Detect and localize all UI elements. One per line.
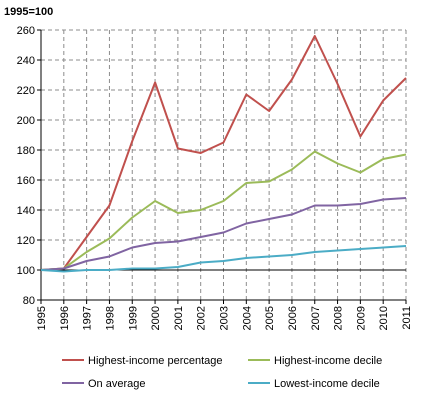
series-lines: [40, 35, 407, 273]
series-line: [40, 150, 407, 271]
series-line: [40, 197, 407, 271]
series-line: [40, 245, 407, 273]
x-tick-label: 1996: [59, 306, 71, 330]
x-tick-label: 1995: [36, 306, 48, 330]
y-tick-label: 140: [17, 205, 35, 217]
x-tick-label: 2002: [196, 306, 208, 330]
x-tick-label: 1998: [104, 306, 116, 330]
legend: Highest-income percentage Highest-income …: [62, 355, 382, 390]
legend-label: Lowest-income decile: [274, 378, 380, 390]
y-tick-label: 200: [17, 115, 35, 127]
y-tick-label: 120: [17, 235, 35, 247]
y-tick-label: 220: [17, 85, 35, 97]
legend-label: Highest-income decile: [274, 355, 382, 367]
x-tick-label: 2009: [355, 306, 367, 330]
x-axis-ticks: 1995 1996 1997 1998 1999 2000 2001 2002 2003 2004…: [36, 300, 413, 330]
x-tick-label: 2001: [173, 306, 185, 330]
x-tick-label: 2004: [241, 306, 253, 330]
x-tick-label: 2011: [401, 306, 413, 330]
x-tick-label: 2005: [264, 306, 276, 330]
y-axis-ticks: 80 100 120 140 160 180 200 220 240 260: [17, 25, 41, 307]
x-tick-label: 2008: [333, 306, 345, 330]
y-tick-label: 180: [17, 145, 35, 157]
y-tick-label: 80: [23, 295, 35, 307]
series-line: [40, 35, 407, 271]
y-tick-label: 240: [17, 55, 35, 67]
legend-label: Highest-income percentage: [88, 355, 223, 367]
x-tick-label: 2006: [287, 306, 299, 330]
x-tick-label: 2010: [378, 306, 390, 330]
grid: [41, 29, 407, 300]
x-tick-label: 2007: [310, 306, 322, 330]
x-tick-label: 1997: [82, 306, 94, 330]
x-tick-label: 2000: [150, 306, 162, 330]
x-tick-label: 2003: [219, 306, 231, 330]
unit-label: 1995=100: [4, 6, 53, 18]
y-tick-label: 160: [17, 175, 35, 187]
y-tick-label: 100: [17, 265, 35, 277]
legend-label: On average: [88, 378, 145, 390]
y-tick-label: 260: [17, 25, 35, 37]
x-tick-label: 1999: [127, 306, 139, 330]
